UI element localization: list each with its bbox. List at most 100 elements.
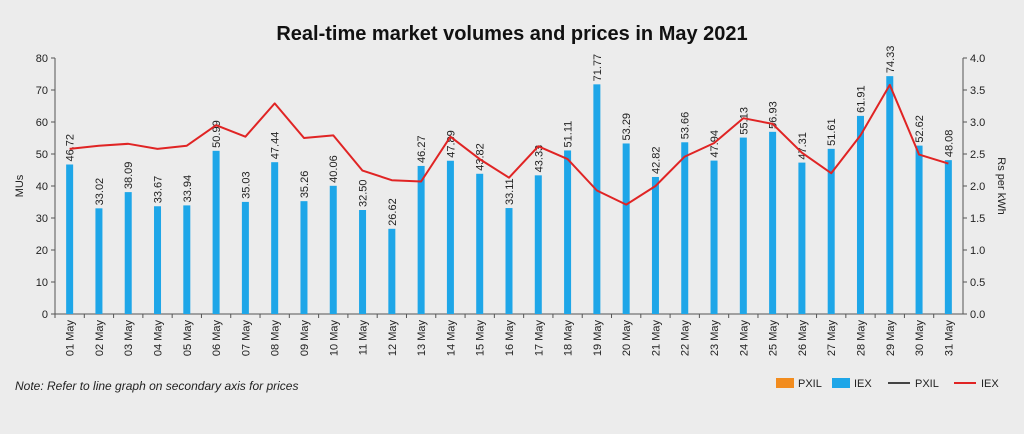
bar-iex: [95, 208, 102, 314]
legend-label: PXIL: [915, 378, 939, 390]
legend-label: IEX: [854, 378, 872, 390]
bar-value-label: 61.91: [855, 85, 867, 113]
x-tick-label: 02 May: [94, 320, 106, 357]
bar-value-label: 53.29: [621, 113, 633, 141]
x-tick-label: 20 May: [621, 320, 633, 357]
chart-note: Note: Refer to line graph on secondary a…: [15, 379, 298, 393]
bar-value-label: 52.62: [914, 115, 926, 143]
x-tick-label: 10 May: [328, 320, 340, 357]
y2-tick-label: 3.0: [970, 117, 985, 129]
x-tick-label: 07 May: [240, 320, 252, 357]
x-tick-label: 11 May: [358, 320, 370, 356]
bar-iex: [740, 138, 747, 314]
x-tick-label: 17 May: [533, 320, 545, 357]
y2-tick-label: 4.0: [970, 53, 985, 65]
bar-iex: [271, 162, 278, 314]
y2-tick-label: 0.5: [970, 277, 985, 289]
y-tick-label: 30: [36, 213, 48, 225]
bar-value-label: 51.61: [826, 118, 838, 146]
y2-tick-label: 2.5: [970, 149, 985, 161]
x-tick-label: 22 May: [680, 320, 692, 357]
bar-value-label: 38.09: [123, 162, 135, 190]
x-tick-label: 16 May: [504, 320, 516, 357]
x-tick-label: 06 May: [211, 320, 223, 357]
bar-value-label: 33.02: [94, 178, 106, 206]
bar-iex: [798, 163, 805, 314]
y2-tick-label: 1.0: [970, 245, 985, 257]
y-axis-label: MUs: [14, 174, 26, 197]
y2-axis-label: Rs per kWh: [995, 157, 1007, 214]
x-tick-label: 04 May: [153, 320, 165, 357]
bar-iex: [886, 76, 893, 314]
bar-value-label: 50.99: [211, 120, 223, 148]
legend-label: IEX: [981, 378, 999, 390]
bar-iex: [154, 206, 161, 314]
y2-tick-label: 2.0: [970, 181, 985, 193]
y-tick-label: 70: [36, 85, 48, 97]
x-tick-label: 21 May: [650, 320, 662, 357]
x-tick-label: 08 May: [270, 320, 282, 357]
y-tick-label: 80: [36, 53, 48, 65]
bar-iex: [476, 174, 483, 314]
y-tick-label: 20: [36, 245, 48, 257]
y-tick-label: 0: [42, 309, 48, 321]
x-tick-label: 13 May: [416, 320, 428, 357]
bar-iex: [66, 164, 73, 314]
bar-iex: [593, 84, 600, 314]
bar-iex: [535, 175, 542, 314]
x-tick-label: 09 May: [299, 320, 311, 357]
bar-iex: [564, 150, 571, 314]
bar-iex: [125, 192, 132, 314]
x-tick-label: 05 May: [182, 320, 194, 357]
bar-value-label: 40.06: [328, 155, 340, 183]
bar-value-label: 33.67: [153, 176, 165, 204]
bar-iex: [330, 186, 337, 314]
x-tick-label: 31 May: [943, 320, 955, 357]
bar-iex: [681, 142, 688, 314]
bar-value-label: 48.08: [943, 130, 955, 158]
bar-value-label: 46.27: [416, 135, 428, 163]
bar-iex: [652, 177, 659, 314]
y2-tick-label: 0.0: [970, 309, 985, 321]
legend-swatch-bar: [776, 378, 794, 388]
x-tick-label: 26 May: [797, 320, 809, 357]
x-tick-label: 24 May: [738, 320, 750, 357]
x-tick-label: 30 May: [914, 320, 926, 357]
x-tick-label: 12 May: [387, 320, 399, 357]
bar-value-label: 32.50: [358, 179, 370, 207]
bar-value-label: 26.62: [387, 198, 399, 226]
bar-value-label: 47.44: [270, 132, 282, 160]
bar-iex: [623, 143, 630, 314]
x-tick-label: 27 May: [826, 320, 838, 357]
bar-value-label: 33.94: [182, 175, 194, 203]
bar-iex: [359, 210, 366, 314]
y-tick-label: 60: [36, 117, 48, 129]
bar-iex: [183, 205, 190, 314]
x-tick-label: 15 May: [475, 320, 487, 357]
x-tick-label: 18 May: [563, 320, 575, 357]
x-tick-label: 01 May: [65, 320, 77, 357]
bar-value-label: 33.11: [504, 178, 516, 205]
bar-iex: [447, 161, 454, 314]
x-tick-label: 25 May: [768, 320, 780, 357]
bar-value-label: 35.03: [240, 171, 252, 199]
bar-iex: [300, 201, 307, 314]
bar-iex: [769, 132, 776, 314]
bar-iex: [711, 161, 718, 314]
bar-value-label: 47.89: [445, 130, 457, 158]
bar-iex: [242, 202, 249, 314]
bar-value-label: 35.26: [299, 171, 311, 199]
x-tick-label: 23 May: [709, 320, 721, 357]
bar-iex: [506, 208, 513, 314]
bar-value-label: 71.77: [592, 54, 604, 82]
bar-value-label: 42.82: [650, 146, 662, 174]
x-tick-label: 03 May: [123, 320, 135, 357]
legend-label: PXIL: [798, 378, 822, 390]
y-tick-label: 40: [36, 181, 48, 193]
bar-iex: [418, 166, 425, 314]
bar-iex: [388, 229, 395, 314]
legend-swatch-bar: [832, 378, 850, 388]
y2-tick-label: 3.5: [970, 85, 985, 97]
